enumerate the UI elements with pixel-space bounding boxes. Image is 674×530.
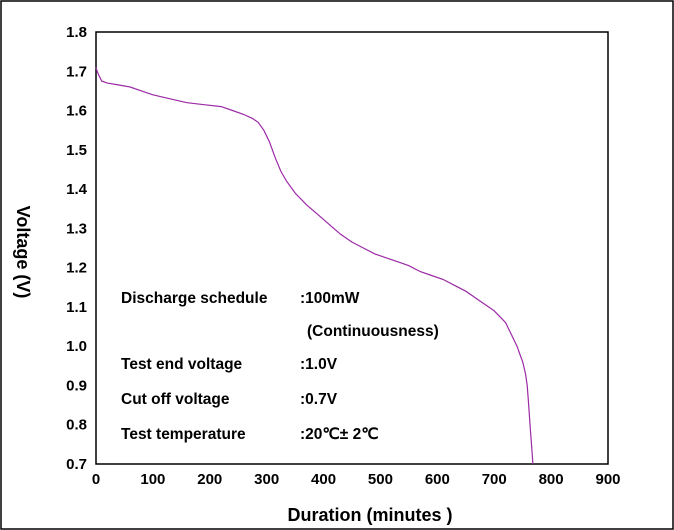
end-voltage-label: Test end voltage <box>121 356 243 373</box>
y-tick-label: 1.6 <box>66 103 87 120</box>
end-voltage-value: :1.0V <box>300 356 338 373</box>
y-tick-label: 1.3 <box>66 220 87 237</box>
y-tick-label: 0.8 <box>66 417 87 434</box>
y-tick-labels: 0.7 0.8 0.9 1.0 1.1 1.2 1.3 1.4 1.5 1.6 1.7 1.8 <box>66 24 88 473</box>
y-tick-label: 0.9 <box>66 377 87 394</box>
y-tick-label: 1.2 <box>66 260 87 277</box>
temperature-label: Test temperature <box>121 426 246 443</box>
x-tick-label: 600 <box>425 471 450 488</box>
plot-area-border <box>95 31 609 465</box>
x-tick-label: 700 <box>482 471 507 488</box>
y-tick-label: 1.0 <box>66 338 87 355</box>
voltage-series-line <box>95 67 534 465</box>
y-tick-label: 1.8 <box>66 24 87 41</box>
temperature-value: :20℃± 2℃ <box>300 426 379 443</box>
y-tick-label: 1.7 <box>66 63 87 80</box>
test-conditions-annotation: Discharge schedule :100mW (Continuousnes… <box>121 290 439 443</box>
y-tick-label: 1.1 <box>66 299 87 316</box>
schedule-value: :100mW <box>300 290 360 307</box>
x-tick-label: 500 <box>368 471 393 488</box>
x-tick-label: 300 <box>254 471 279 488</box>
cutoff-value: :0.7V <box>300 391 338 408</box>
cutoff-label: Cut off voltage <box>121 391 230 408</box>
y-tick-label: 1.5 <box>66 142 87 159</box>
x-tick-label: 200 <box>197 471 222 488</box>
y-axis-title: Voltage (V) <box>13 206 33 299</box>
x-tick-label: 0 <box>92 471 100 488</box>
schedule-value-continued: (Continuousness) <box>307 323 439 340</box>
y-tick-label: 0.7 <box>66 456 87 473</box>
y-tick-label: 1.4 <box>66 181 88 198</box>
x-tick-label: 800 <box>539 471 564 488</box>
x-axis-title: Duration (minutes ) <box>288 505 453 525</box>
x-tick-label: 900 <box>595 471 620 488</box>
x-tick-label: 100 <box>140 471 165 488</box>
x-tick-labels: 0 100 200 300 400 500 600 700 800 900 <box>92 471 621 488</box>
x-tick-label: 400 <box>311 471 336 488</box>
schedule-label: Discharge schedule <box>121 290 268 307</box>
